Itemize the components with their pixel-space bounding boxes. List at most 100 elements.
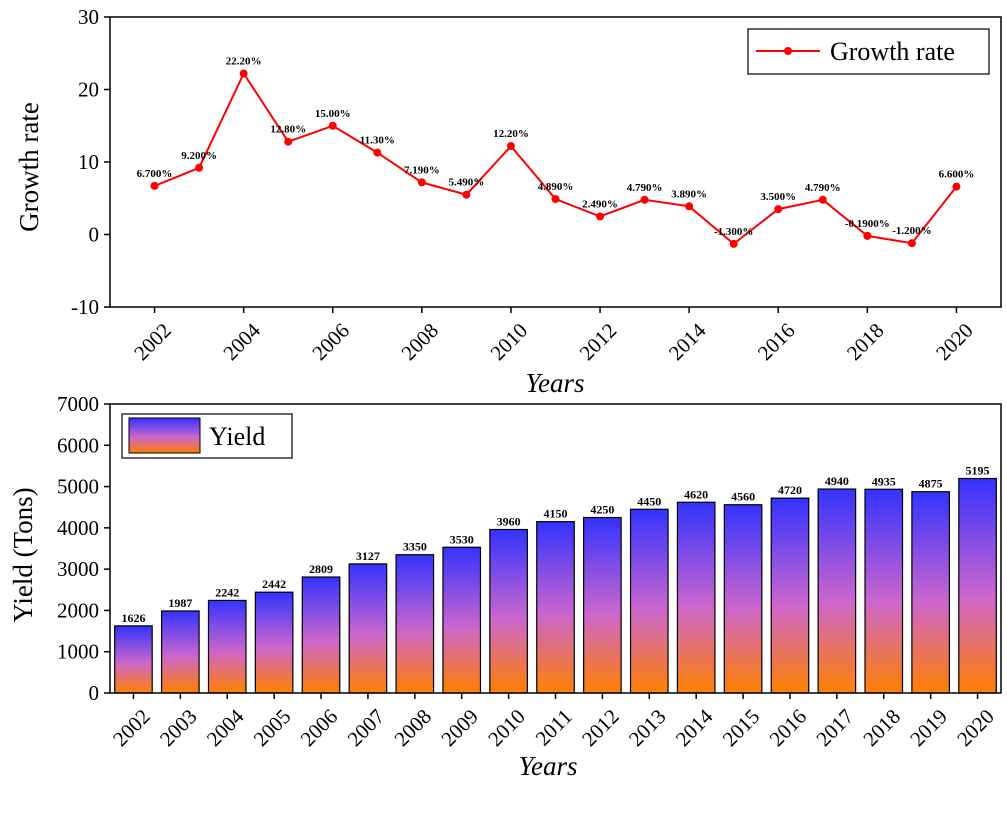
x-tick-label: 2012	[575, 318, 622, 365]
bar	[489, 528, 528, 694]
bar	[911, 491, 951, 694]
bar-value-label: 1626	[121, 611, 145, 625]
bar	[864, 488, 904, 694]
data-point	[328, 121, 337, 130]
y-tick-label: 1000	[57, 640, 99, 664]
x-tick-label: 2018	[842, 318, 889, 365]
x-tick-label: 2007	[343, 704, 390, 751]
x-tick-label: 2016	[753, 318, 800, 365]
x-axis-title: Years	[525, 368, 584, 398]
x-axis-title: Years	[518, 751, 577, 781]
point-label: 4.790%	[805, 182, 841, 194]
bar-value-label: 4620	[684, 487, 708, 501]
x-tick-label: 2010	[483, 704, 530, 751]
bar	[395, 554, 435, 694]
y-tick-label: -10	[71, 295, 99, 319]
point-label: -1.200%	[892, 225, 931, 237]
bar	[723, 504, 763, 694]
x-tick-label: 2004	[218, 318, 265, 365]
x-tick-label: 2013	[624, 704, 671, 751]
bar	[958, 477, 997, 694]
y-axis-title: Yield (Tons)	[8, 487, 38, 622]
bar-value-label: 3960	[497, 515, 521, 529]
point-label: -1.300%	[714, 226, 753, 238]
bar	[348, 563, 388, 694]
legend-swatch	[128, 417, 201, 454]
x-tick-label: 2019	[905, 704, 952, 751]
x-tick-label: 2020	[952, 704, 999, 751]
x-tick-label: 2006	[307, 318, 354, 365]
x-tick-label: 2018	[858, 704, 905, 751]
point-label: 3.500%	[760, 191, 796, 203]
x-tick-label: 2010	[486, 318, 533, 365]
y-tick-label: 5000	[57, 475, 99, 499]
legend: Yield	[121, 413, 293, 459]
point-label: 5.490%	[449, 177, 485, 189]
bar-value-label: 4150	[544, 507, 568, 521]
point-label: 7.190%	[404, 164, 440, 176]
x-tick-label: 2002	[108, 704, 155, 751]
point-label: 12.20%	[493, 128, 529, 140]
x-axis: 2002 2003 2004 2005 2006 2007 2008 2009 2010 2011…	[108, 693, 999, 751]
bar	[114, 625, 153, 694]
point-label: 4.790%	[627, 182, 663, 194]
data-point	[729, 239, 738, 248]
x-tick-label: 2002	[129, 318, 176, 365]
data-point	[952, 182, 961, 191]
data-point	[774, 205, 783, 214]
legend-label: Growth rate	[830, 37, 955, 66]
bar	[676, 501, 716, 694]
bar-labels: 1626 1987 2242 2442 2809 3127 3350 3530 3960 4150…	[121, 464, 989, 625]
data-point	[818, 195, 827, 204]
legend: Growth rate	[747, 28, 990, 75]
bar-value-label: 4935	[872, 474, 896, 488]
y-axis-title: Growth rate	[14, 102, 44, 232]
legend-marker	[784, 47, 792, 55]
bar	[207, 599, 247, 694]
y-tick-label: 0	[89, 681, 100, 705]
data-point	[417, 178, 426, 187]
bar-value-label: 4940	[825, 474, 849, 488]
bar-value-label: 2242	[215, 585, 239, 599]
bar-value-label: 4560	[731, 490, 755, 504]
x-tick-label: 2008	[396, 318, 443, 365]
y-axis: 0 1000 2000 3000 4000 5000 6000 7000	[57, 392, 110, 705]
bar	[629, 508, 669, 694]
y-tick-label: 3000	[57, 557, 99, 581]
x-tick-label: 2016	[765, 704, 812, 751]
point-label: 11.30%	[360, 135, 395, 147]
point-label: 2.490%	[582, 198, 618, 210]
bars	[114, 477, 997, 694]
y-tick-label: 6000	[57, 433, 99, 457]
bar-value-label: 4450	[637, 494, 661, 508]
bar-value-label: 4720	[778, 483, 802, 497]
bar-value-label: 3350	[403, 540, 427, 554]
bar	[160, 610, 200, 694]
bar	[442, 546, 482, 694]
point-label: 4.890%	[538, 181, 574, 193]
x-tick-label: 2006	[296, 704, 343, 751]
bar	[770, 497, 810, 694]
bar-value-label: 3127	[356, 549, 380, 563]
bar	[301, 576, 341, 694]
data-point	[506, 142, 515, 151]
point-label: 15.00%	[315, 108, 351, 120]
x-axis: 2002 2004 2006 2008 2010 2012 2014 2016 2018 2020	[129, 307, 978, 365]
data-point	[195, 163, 204, 172]
x-tick-label: 2005	[249, 704, 296, 751]
data-point	[150, 181, 159, 190]
data-point	[373, 148, 382, 157]
data-point	[863, 231, 872, 240]
x-tick-label: 2014	[664, 318, 711, 365]
data-point	[685, 202, 694, 211]
bar-value-label: 1987	[168, 596, 192, 610]
point-label: 3.890%	[671, 188, 707, 200]
y-tick-label: 30	[78, 5, 99, 29]
y-tick-label: 10	[78, 150, 99, 174]
legend-label: Yield	[209, 422, 265, 451]
y-tick-label: 7000	[57, 392, 99, 416]
bar	[583, 516, 622, 694]
y-tick-label: 0	[89, 223, 100, 247]
